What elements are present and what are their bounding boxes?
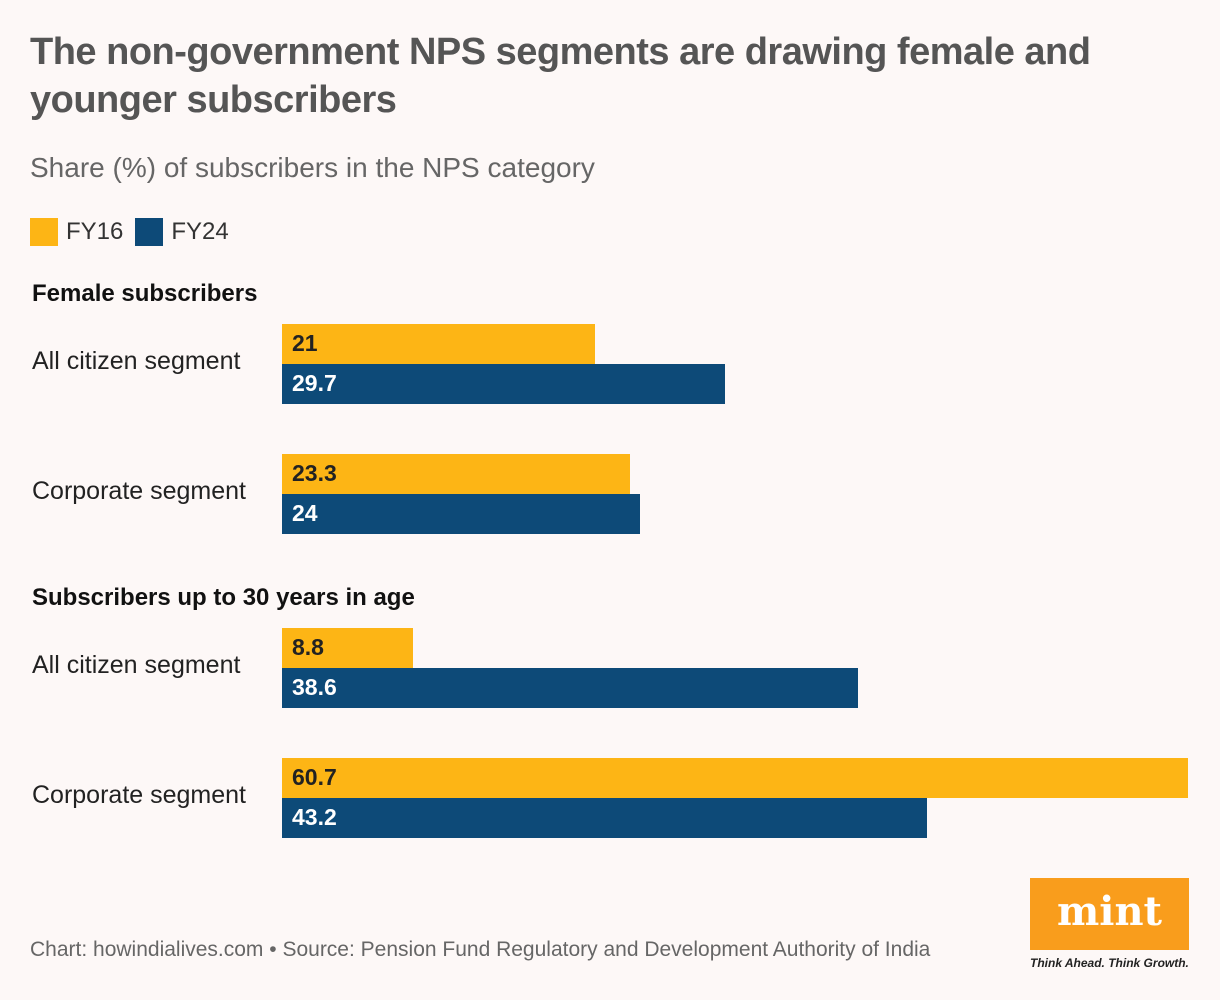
data-label: 23.3	[292, 460, 337, 486]
legend-item-fy24: FY24	[135, 218, 229, 246]
data-label: 60.7	[292, 764, 337, 790]
data-label: 24	[292, 500, 318, 526]
legend: FY16 FY24	[30, 218, 229, 246]
data-label: 21	[292, 330, 318, 356]
bar-fy24: 29.7	[282, 364, 726, 404]
bar-fy24: 43.2	[282, 798, 927, 838]
legend-label: FY24	[171, 218, 229, 245]
chart-subtitle: Share (%) of subscribers in the NPS cate…	[30, 152, 595, 183]
data-label: 8.8	[292, 634, 324, 660]
mint-logo: mint	[1030, 878, 1189, 950]
data-label: 29.7	[292, 370, 337, 396]
category-label: Corporate segment	[32, 781, 247, 809]
bar-fy16: 8.8	[282, 628, 414, 668]
category-label: All citizen segment	[32, 651, 241, 679]
legend-swatch	[135, 218, 164, 246]
chart-title: The non-government NPS segments are draw…	[30, 31, 1091, 121]
bar-fy16: 60.7	[282, 758, 1188, 798]
bar-fy24: 38.6	[282, 668, 859, 708]
logo-tagline: Think Ahead. Think Growth.	[1030, 956, 1189, 970]
legend-item-fy16: FY16	[30, 218, 123, 246]
group-title: Subscribers up to 30 years in age	[32, 584, 415, 611]
bar-fy16: 23.3	[282, 454, 630, 494]
footer-source: Chart: howindialives.com • Source: Pensi…	[30, 938, 931, 961]
data-label: 38.6	[292, 674, 337, 700]
legend-label: FY16	[66, 218, 124, 245]
bar-fy24: 24	[282, 494, 641, 534]
category-label: Corporate segment	[32, 477, 247, 505]
legend-swatch	[30, 218, 58, 246]
category-label: All citizen segment	[32, 347, 241, 375]
data-label: 43.2	[292, 804, 337, 830]
bar-fy16: 21	[282, 324, 596, 364]
group-title: Female subscribers	[32, 280, 258, 307]
